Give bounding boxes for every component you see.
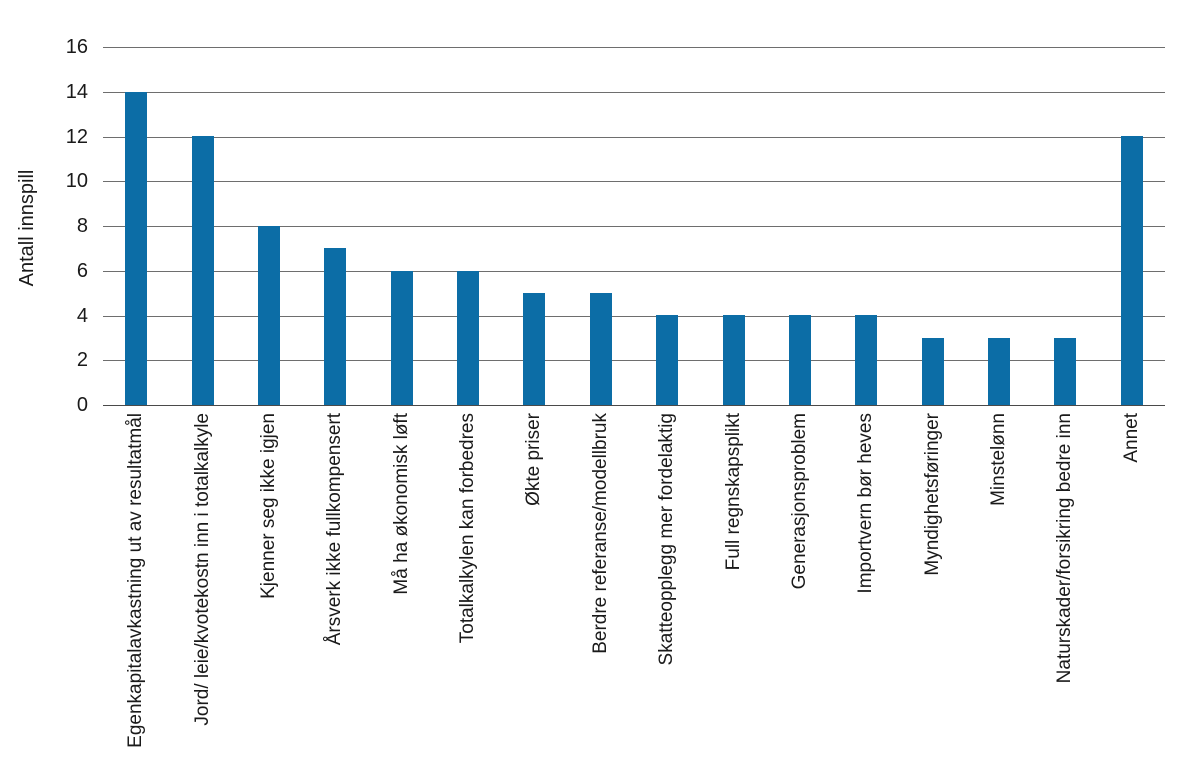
gridline (103, 271, 1165, 272)
x-axis-label: Importvern bør heves (855, 413, 876, 594)
x-axis-label: Naturskader/forsikring bedre inn (1054, 413, 1075, 684)
y-tick-label: 8 (76, 215, 88, 237)
gridline (103, 360, 1165, 361)
x-axis-label: Full regnskapsplikt (723, 413, 744, 571)
bar (656, 315, 678, 405)
bar (988, 338, 1010, 405)
gridline (103, 47, 1165, 48)
y-tick-label: 2 (76, 349, 88, 371)
bar (922, 338, 944, 405)
x-axis-label: Må ha økonomisk løft (391, 413, 412, 595)
bar (457, 271, 479, 405)
x-axis-label: Egenkapitalavkastning ut av resultatmål (125, 413, 146, 748)
bar (192, 136, 214, 405)
bar (324, 248, 346, 405)
gridline (103, 137, 1165, 138)
x-axis-baseline (103, 405, 1165, 406)
x-axis-label: Jord/ leie/kvotekostn inn i totalkalkyle (192, 413, 213, 726)
bar (391, 271, 413, 405)
x-axis-label: Annet (1121, 413, 1142, 463)
bar (855, 315, 877, 405)
bar (523, 293, 545, 405)
bar (258, 226, 280, 405)
bar (590, 293, 612, 405)
x-axis-label: Myndighetsføringer (922, 413, 943, 576)
gridline (103, 316, 1165, 317)
bar (723, 315, 745, 405)
y-tick-label: 12 (65, 126, 88, 148)
y-tick-label: 16 (65, 36, 88, 58)
y-tick-label: 0 (76, 394, 88, 416)
x-axis-label: Minstelønn (988, 413, 1009, 506)
gridline (103, 92, 1165, 93)
x-axis-label: Årsverk ikke fullkompensert (324, 413, 345, 646)
bar (1054, 338, 1076, 405)
x-axis-label: Kjenner seg ikke igjen (258, 413, 279, 599)
x-axis-label: Berdre referanse/modellbruk (590, 413, 611, 654)
gridline (103, 181, 1165, 182)
x-axis-label: Økte priser (523, 413, 544, 506)
x-axis-label: Totalkalkylen kan forbedres (457, 413, 478, 644)
bar (789, 315, 811, 405)
bar (125, 92, 147, 405)
y-tick-label: 4 (76, 305, 88, 327)
y-tick-label: 14 (65, 81, 88, 103)
y-tick-label: 10 (65, 170, 88, 192)
gridline (103, 226, 1165, 227)
x-axis-label: Skatteopplegg mer fordelaktig (656, 413, 677, 666)
y-tick-label: 6 (76, 260, 88, 282)
x-axis-label: Generasjonsproblem (789, 413, 810, 590)
bar (1121, 136, 1143, 405)
